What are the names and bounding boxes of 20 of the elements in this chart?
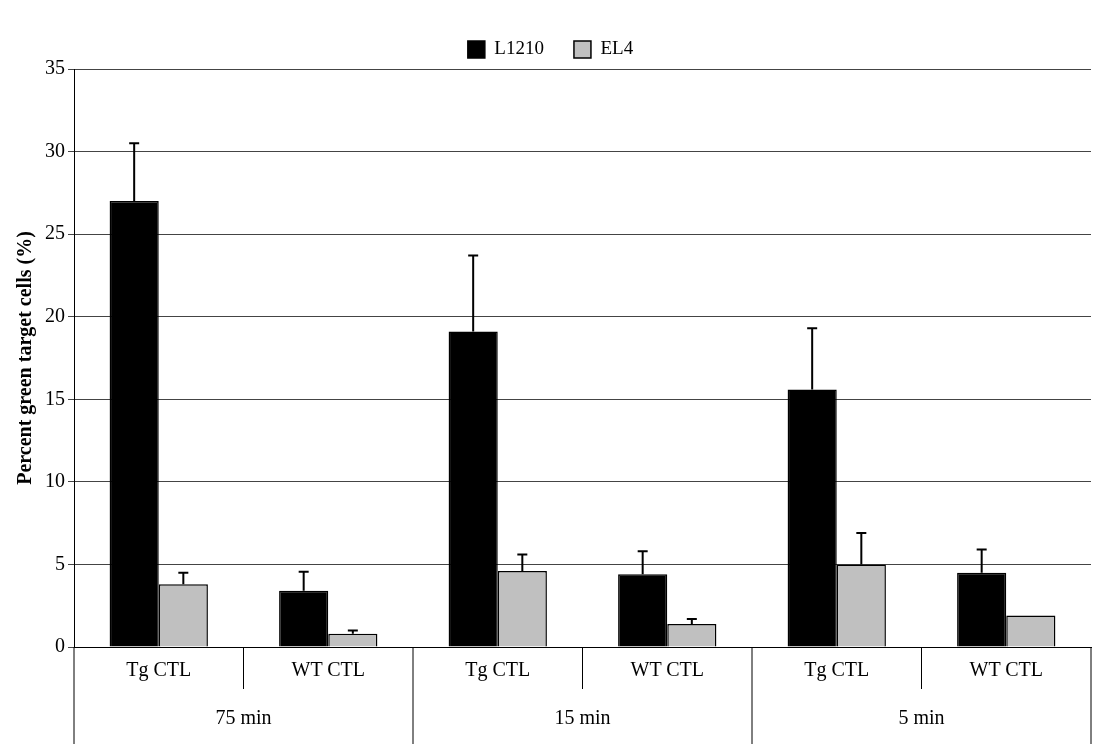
text: 5 min — [898, 706, 945, 729]
x-tick-label: Tg CTL — [465, 658, 531, 682]
y-tick-label: 35 — [45, 56, 65, 79]
x-tick-label: Tg CTL — [804, 658, 870, 682]
y-tick-label: 10 — [45, 469, 65, 492]
legend-label: EL4 — [600, 37, 634, 59]
text: 15 min — [554, 706, 611, 729]
legend-label: L1210 — [494, 37, 544, 59]
y-axis-title: Percent green target cells (%) — [13, 231, 37, 485]
y-tick-label: 0 — [55, 634, 65, 657]
x-tick-label: WT CTL — [291, 658, 366, 681]
y-tick-label: 15 — [45, 386, 65, 409]
y-tick-label: 5 — [55, 551, 65, 574]
x-tick-label: Tg CTL — [126, 658, 192, 682]
x-tick-label: WT CTL — [969, 658, 1044, 681]
text: 75 min — [215, 706, 272, 729]
x-tick-label: WT CTL — [630, 658, 705, 681]
y-tick-label: 30 — [45, 138, 65, 161]
y-tick-label: 25 — [45, 221, 65, 244]
y-tick-label: 20 — [45, 303, 65, 326]
